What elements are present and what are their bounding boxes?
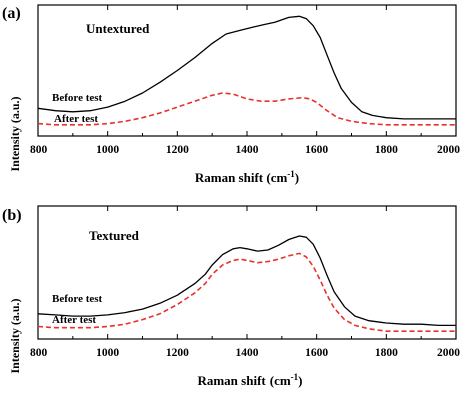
panel-b-series-after-test-line — [37, 252, 456, 333]
panel-a-x-tick-label: 2000 — [437, 144, 460, 156]
panel-b-plot-frame — [37, 205, 457, 340]
panel-b-after-label: After test — [52, 314, 96, 326]
panel-b-x-tick-label: 800 — [30, 347, 48, 359]
panel-a-title: Untextured — [86, 21, 150, 36]
panel-b-y-axis-label: Intensity (a.u.) — [8, 298, 22, 373]
panel-a-before-label: Before test — [52, 92, 103, 104]
panel-b-label: (b) — [2, 207, 22, 224]
panel-a-series-after-test-line — [37, 92, 456, 126]
panel-b-x-tick-label: 1400 — [236, 347, 259, 359]
panel-a-series-before-test-line — [37, 15, 456, 120]
panel-a-x-tick-label: 1800 — [375, 144, 398, 156]
panel-b-x-tick-label: 1000 — [96, 347, 119, 359]
panel-a-label: (a) — [2, 5, 21, 22]
panel-a-after-label: After test — [54, 113, 98, 125]
panel-b-x-tick-label: 2000 — [437, 347, 460, 359]
panel-a-x-tick-label: 800 — [30, 144, 48, 156]
panel-a-x-ticks: 800 1000 1200 1400 1600 1800 2000 — [30, 5, 460, 156]
panel-b-series-group — [37, 235, 456, 333]
panel-b-x-axis-label: Raman shift (cm-1) — [197, 372, 302, 388]
panel-a-x-axis-label: Raman shift (cm-1) — [195, 169, 299, 185]
panel-a-y-axis-label: Intensity (a.u.) — [8, 96, 22, 171]
panel-b-x-ticks: 800 1000 1200 1400 1600 1800 2000 — [30, 206, 460, 359]
panel-b-before-label: Before test — [52, 293, 103, 305]
panel-b-x-tick-label: 1200 — [166, 347, 189, 359]
panel-a-x-tick-label: 1400 — [236, 144, 259, 156]
panel-a-x-tick-label: 1600 — [305, 144, 328, 156]
panel-b-title: Textured — [89, 228, 140, 243]
panel-a-x-tick-label: 1000 — [96, 144, 119, 156]
panel-a-x-tick-label: 1200 — [166, 144, 189, 156]
panel-a: (a) Intensity (a.u.) Untextured Before t… — [2, 4, 460, 185]
panel-a-series-group — [37, 15, 456, 126]
panel-b-series-before-test-line — [37, 235, 456, 327]
panel-b-x-tick-label: 1800 — [375, 347, 398, 359]
panel-b: (b) Intensity (a.u.) Textured Before tes… — [2, 205, 460, 388]
panel-b-x-tick-label: 1600 — [305, 347, 328, 359]
